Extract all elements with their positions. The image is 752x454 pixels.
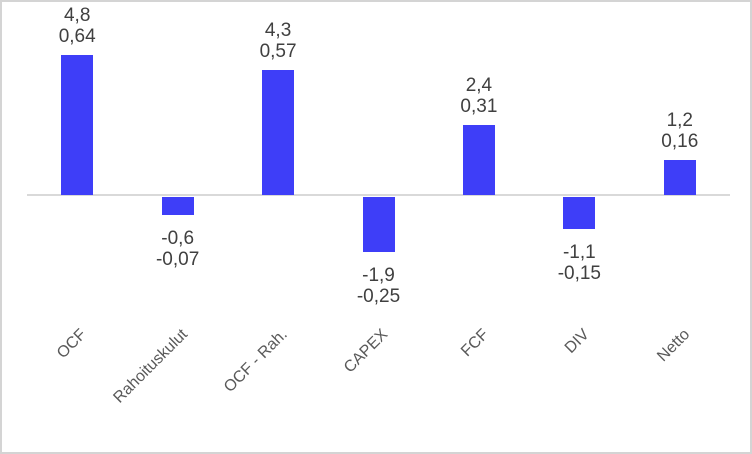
category-label-div: DIV [561,326,593,357]
secondary-value-label: 0,64 [58,25,96,47]
secondary-value-label: 0,57 [259,40,297,62]
bar-ocf [61,54,94,195]
value-label: -1,9 -0,25 [329,265,429,307]
bar-div [563,197,596,230]
bar-rahoituskulut [161,197,194,215]
value-label: -0,6 -0,07 [128,228,228,270]
primary-value-label: -0,6 [161,227,195,249]
secondary-value-label: 0,16 [661,130,699,152]
value-label: 1,2 0,16 [630,110,730,152]
category-label-netto: Netto [653,326,693,366]
category-label-capex: CAPEX [341,326,392,377]
primary-value-label: -1,9 [362,265,395,287]
value-label: -1,1 -0,15 [529,242,629,284]
primary-value-label: -1,1 [562,242,596,264]
category-label-ocf: OCF [54,326,91,362]
bar-netto [663,159,696,195]
bar-capex [362,197,395,253]
category-label-fcf: FCF [457,326,492,361]
value-label: 2,4 0,31 [429,75,529,117]
secondary-value-label: -0,25 [356,286,401,308]
primary-value-label: 4,3 [264,19,292,41]
secondary-value-label: -0,15 [557,263,601,285]
value-label: 4,8 0,64 [27,5,127,47]
primary-value-label: 2,4 [465,74,493,96]
category-label-ocf-rah-: OCF - Rah. [221,326,292,396]
x-axis-line [27,194,730,196]
category-label-rahoituskulut: Rahoituskulut [110,326,191,407]
bar-ocf-rah- [262,69,295,195]
primary-value-label: 1,2 [666,109,693,131]
secondary-value-label: -0,07 [155,248,200,270]
bar-fcf [462,124,495,195]
value-label: 4,3 0,57 [228,20,328,62]
primary-value-label: 4,8 [63,4,91,26]
secondary-value-label: 0,31 [460,95,498,117]
